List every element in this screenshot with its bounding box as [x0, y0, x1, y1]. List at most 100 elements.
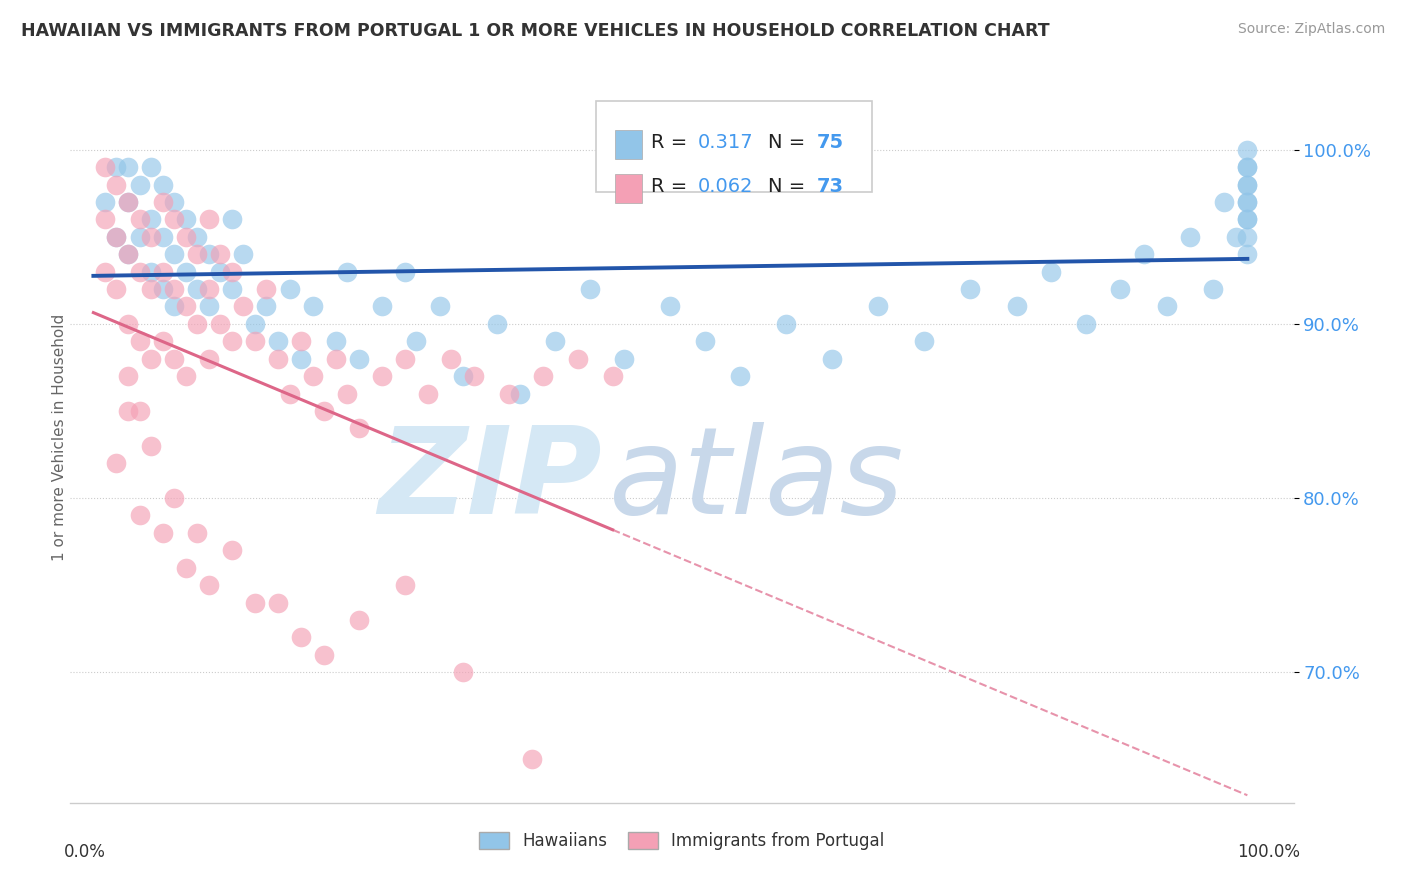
Point	[163, 247, 186, 261]
Point	[1236, 194, 1258, 209]
Point	[152, 229, 174, 244]
Point	[1005, 300, 1028, 314]
Bar	[614, 130, 641, 159]
Point	[94, 160, 117, 174]
Point	[301, 300, 323, 314]
Point	[152, 265, 174, 279]
Point	[1178, 229, 1201, 244]
Point	[128, 508, 150, 523]
Point	[174, 265, 197, 279]
Text: R =: R =	[651, 177, 693, 195]
Point	[163, 300, 186, 314]
Point	[533, 369, 555, 384]
Point	[1225, 229, 1247, 244]
Point	[139, 351, 162, 366]
Point	[912, 334, 935, 349]
Text: N =: N =	[768, 177, 811, 195]
Point	[371, 369, 394, 384]
Point	[1236, 178, 1258, 192]
Point	[174, 560, 197, 574]
Point	[267, 334, 290, 349]
Point	[613, 351, 636, 366]
Text: 0.0%: 0.0%	[65, 843, 105, 861]
Point	[139, 212, 162, 227]
Point	[693, 334, 716, 349]
Point	[1236, 194, 1258, 209]
Point	[371, 300, 394, 314]
Point	[197, 578, 219, 592]
Point	[232, 247, 254, 261]
Point	[152, 334, 174, 349]
Point	[243, 595, 266, 609]
Point	[186, 247, 208, 261]
Point	[429, 300, 451, 314]
Point	[1040, 265, 1063, 279]
Text: R =: R =	[651, 133, 693, 152]
Point	[1132, 247, 1154, 261]
Point	[221, 334, 243, 349]
Point	[209, 247, 232, 261]
Point	[347, 613, 370, 627]
Point	[1213, 194, 1236, 209]
Point	[221, 543, 243, 558]
Point	[209, 265, 232, 279]
Point	[139, 282, 162, 296]
Point	[394, 265, 416, 279]
Point	[139, 229, 162, 244]
Point	[1109, 282, 1132, 296]
Point	[232, 300, 254, 314]
Point	[325, 351, 347, 366]
Point	[1236, 212, 1258, 227]
Point	[117, 160, 139, 174]
Text: Source: ZipAtlas.com: Source: ZipAtlas.com	[1237, 22, 1385, 37]
Point	[267, 351, 290, 366]
Point	[197, 247, 219, 261]
Point	[1236, 229, 1258, 244]
Point	[463, 369, 485, 384]
Point	[394, 578, 416, 592]
Point	[1236, 178, 1258, 192]
Point	[336, 386, 359, 401]
Point	[728, 369, 751, 384]
Text: HAWAIIAN VS IMMIGRANTS FROM PORTUGAL 1 OR MORE VEHICLES IN HOUSEHOLD CORRELATION: HAWAIIAN VS IMMIGRANTS FROM PORTUGAL 1 O…	[21, 22, 1050, 40]
Point	[314, 404, 336, 418]
Point	[486, 317, 509, 331]
Point	[243, 334, 266, 349]
Point	[117, 247, 139, 261]
Point	[221, 265, 243, 279]
Point	[139, 265, 162, 279]
Point	[1156, 300, 1178, 314]
Y-axis label: 1 or more Vehicles in Household: 1 or more Vehicles in Household	[52, 313, 66, 561]
Point	[1202, 282, 1225, 296]
Point	[278, 282, 301, 296]
Point	[567, 351, 589, 366]
Point	[440, 351, 463, 366]
Point	[520, 752, 543, 766]
Point	[128, 334, 150, 349]
Point	[117, 369, 139, 384]
Text: 75: 75	[817, 133, 844, 152]
Point	[405, 334, 427, 349]
Point	[163, 194, 186, 209]
Point	[775, 317, 797, 331]
Point	[314, 648, 336, 662]
Point	[117, 404, 139, 418]
Point	[186, 525, 208, 540]
Point	[174, 300, 197, 314]
Point	[1236, 212, 1258, 227]
Point	[128, 229, 150, 244]
Point	[243, 317, 266, 331]
Point	[868, 300, 890, 314]
Point	[509, 386, 531, 401]
Point	[174, 212, 197, 227]
Point	[94, 194, 117, 209]
Point	[139, 439, 162, 453]
Point	[163, 282, 186, 296]
Point	[105, 178, 128, 192]
Point	[256, 300, 278, 314]
Text: atlas: atlas	[609, 423, 904, 540]
Text: 0.317: 0.317	[697, 133, 754, 152]
Point	[336, 265, 359, 279]
Point	[163, 351, 186, 366]
Legend: Hawaiians, Immigrants from Portugal: Hawaiians, Immigrants from Portugal	[472, 825, 891, 856]
